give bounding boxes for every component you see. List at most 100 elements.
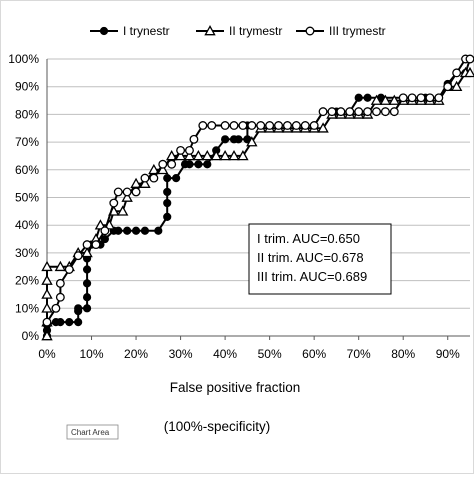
data-point-marker xyxy=(41,260,53,272)
data-point-marker xyxy=(183,150,196,161)
data-point-marker xyxy=(65,318,74,327)
data-point-marker xyxy=(140,173,150,183)
data-point-marker xyxy=(300,121,310,130)
data-point-marker xyxy=(416,93,426,103)
auc-annotation-box: I trim. AUC=0.650 II trim. AUC=0.678 III… xyxy=(248,223,392,295)
y-tick-label: 80% xyxy=(15,107,39,121)
y-tick-label: 20% xyxy=(15,274,39,288)
data-point-marker xyxy=(219,150,231,161)
data-point-marker xyxy=(64,265,74,274)
data-point-marker xyxy=(204,25,216,36)
x-axis-title: False positive fraction xyxy=(170,380,301,395)
auc-line-2: II trim. AUC=0.678 xyxy=(257,250,364,265)
data-point-marker xyxy=(221,135,230,144)
legend: I trynestr II trymestr III trymestr xyxy=(90,24,386,38)
data-point-marker xyxy=(220,121,230,130)
legend-item-1: I trynestr xyxy=(90,24,170,38)
series-group xyxy=(41,54,474,341)
data-point-marker xyxy=(94,219,107,230)
y-tick-label: 90% xyxy=(15,80,39,94)
data-point-marker xyxy=(131,226,141,235)
data-point-marker xyxy=(163,212,172,221)
data-point-marker xyxy=(238,121,248,130)
data-point-marker xyxy=(207,121,217,130)
data-point-marker xyxy=(318,107,328,117)
data-point-marker xyxy=(82,304,92,313)
data-point-marker xyxy=(185,160,194,169)
data-point-marker xyxy=(389,107,399,117)
y-tick-label: 50% xyxy=(15,191,39,205)
data-point-marker xyxy=(167,159,177,169)
data-point-marker xyxy=(407,93,417,103)
data-point-marker xyxy=(388,94,401,105)
data-point-marker xyxy=(291,121,301,130)
data-point-marker xyxy=(189,134,199,144)
data-point-marker xyxy=(100,226,110,236)
legend-item-2: II trymestr xyxy=(196,24,282,38)
y-tick-label: 40% xyxy=(15,218,39,232)
data-point-marker xyxy=(247,121,257,130)
data-point-marker xyxy=(425,93,435,103)
y-tick-label: 100% xyxy=(8,52,39,66)
data-point-marker xyxy=(42,317,52,327)
data-point-marker xyxy=(163,174,172,183)
data-point-marker xyxy=(465,54,474,64)
gridlines xyxy=(47,58,470,309)
data-point-marker xyxy=(192,150,205,161)
data-point-marker xyxy=(363,93,372,102)
data-point-marker xyxy=(82,240,92,250)
data-point-marker xyxy=(274,121,283,130)
x-tick-label: 80% xyxy=(391,347,415,361)
data-point-marker xyxy=(109,198,119,208)
data-point-marker xyxy=(55,292,65,302)
data-point-marker xyxy=(165,150,178,161)
data-point-marker xyxy=(123,226,132,235)
legend-label: III trymestr xyxy=(329,24,386,38)
data-point-marker xyxy=(41,288,53,299)
data-point-marker xyxy=(246,136,258,147)
legend-item-3: III trymestr xyxy=(296,24,386,38)
data-point-marker xyxy=(163,198,172,208)
x-tick-label: 60% xyxy=(302,347,326,361)
data-point-marker xyxy=(398,93,408,103)
data-point-marker xyxy=(172,174,181,183)
data-point-marker xyxy=(185,145,194,155)
data-point-marker xyxy=(56,318,65,327)
data-point-marker xyxy=(317,122,329,133)
data-point-marker xyxy=(363,107,373,117)
x-tick-label: 0% xyxy=(38,347,56,361)
data-point-marker xyxy=(82,265,92,274)
x-axis-subtitle: (100%-specificity) xyxy=(164,419,271,434)
y-tick-label: 70% xyxy=(15,135,39,149)
data-point-marker xyxy=(82,293,92,302)
auc-line-1: I trim. AUC=0.650 xyxy=(257,231,360,246)
data-point-marker xyxy=(370,94,383,105)
tooltip-label: Chart Area xyxy=(71,428,110,437)
data-point-marker xyxy=(210,150,222,161)
data-point-marker xyxy=(74,318,83,327)
data-point-marker xyxy=(229,121,239,130)
data-point-marker xyxy=(464,66,474,78)
y-tick-label: 60% xyxy=(15,163,39,177)
data-point-marker xyxy=(203,160,212,169)
data-point-marker xyxy=(51,303,61,313)
data-point-marker xyxy=(282,121,292,130)
data-point-marker xyxy=(380,107,390,117)
data-point-marker xyxy=(201,150,213,161)
data-point-marker xyxy=(176,145,186,155)
data-point-marker xyxy=(265,121,275,130)
y-tick-label: 0% xyxy=(22,329,40,343)
data-point-marker xyxy=(354,107,364,117)
data-point-marker xyxy=(443,82,453,92)
auc-line-3: III trim. AUC=0.689 xyxy=(257,269,367,284)
data-point-marker xyxy=(82,279,92,288)
data-point-marker xyxy=(237,150,249,161)
data-point-marker xyxy=(55,278,65,288)
data-point-marker xyxy=(163,187,172,197)
x-tick-label: 50% xyxy=(258,347,282,361)
legend-label: I trynestr xyxy=(123,24,170,38)
x-tick-label: 90% xyxy=(436,347,460,361)
